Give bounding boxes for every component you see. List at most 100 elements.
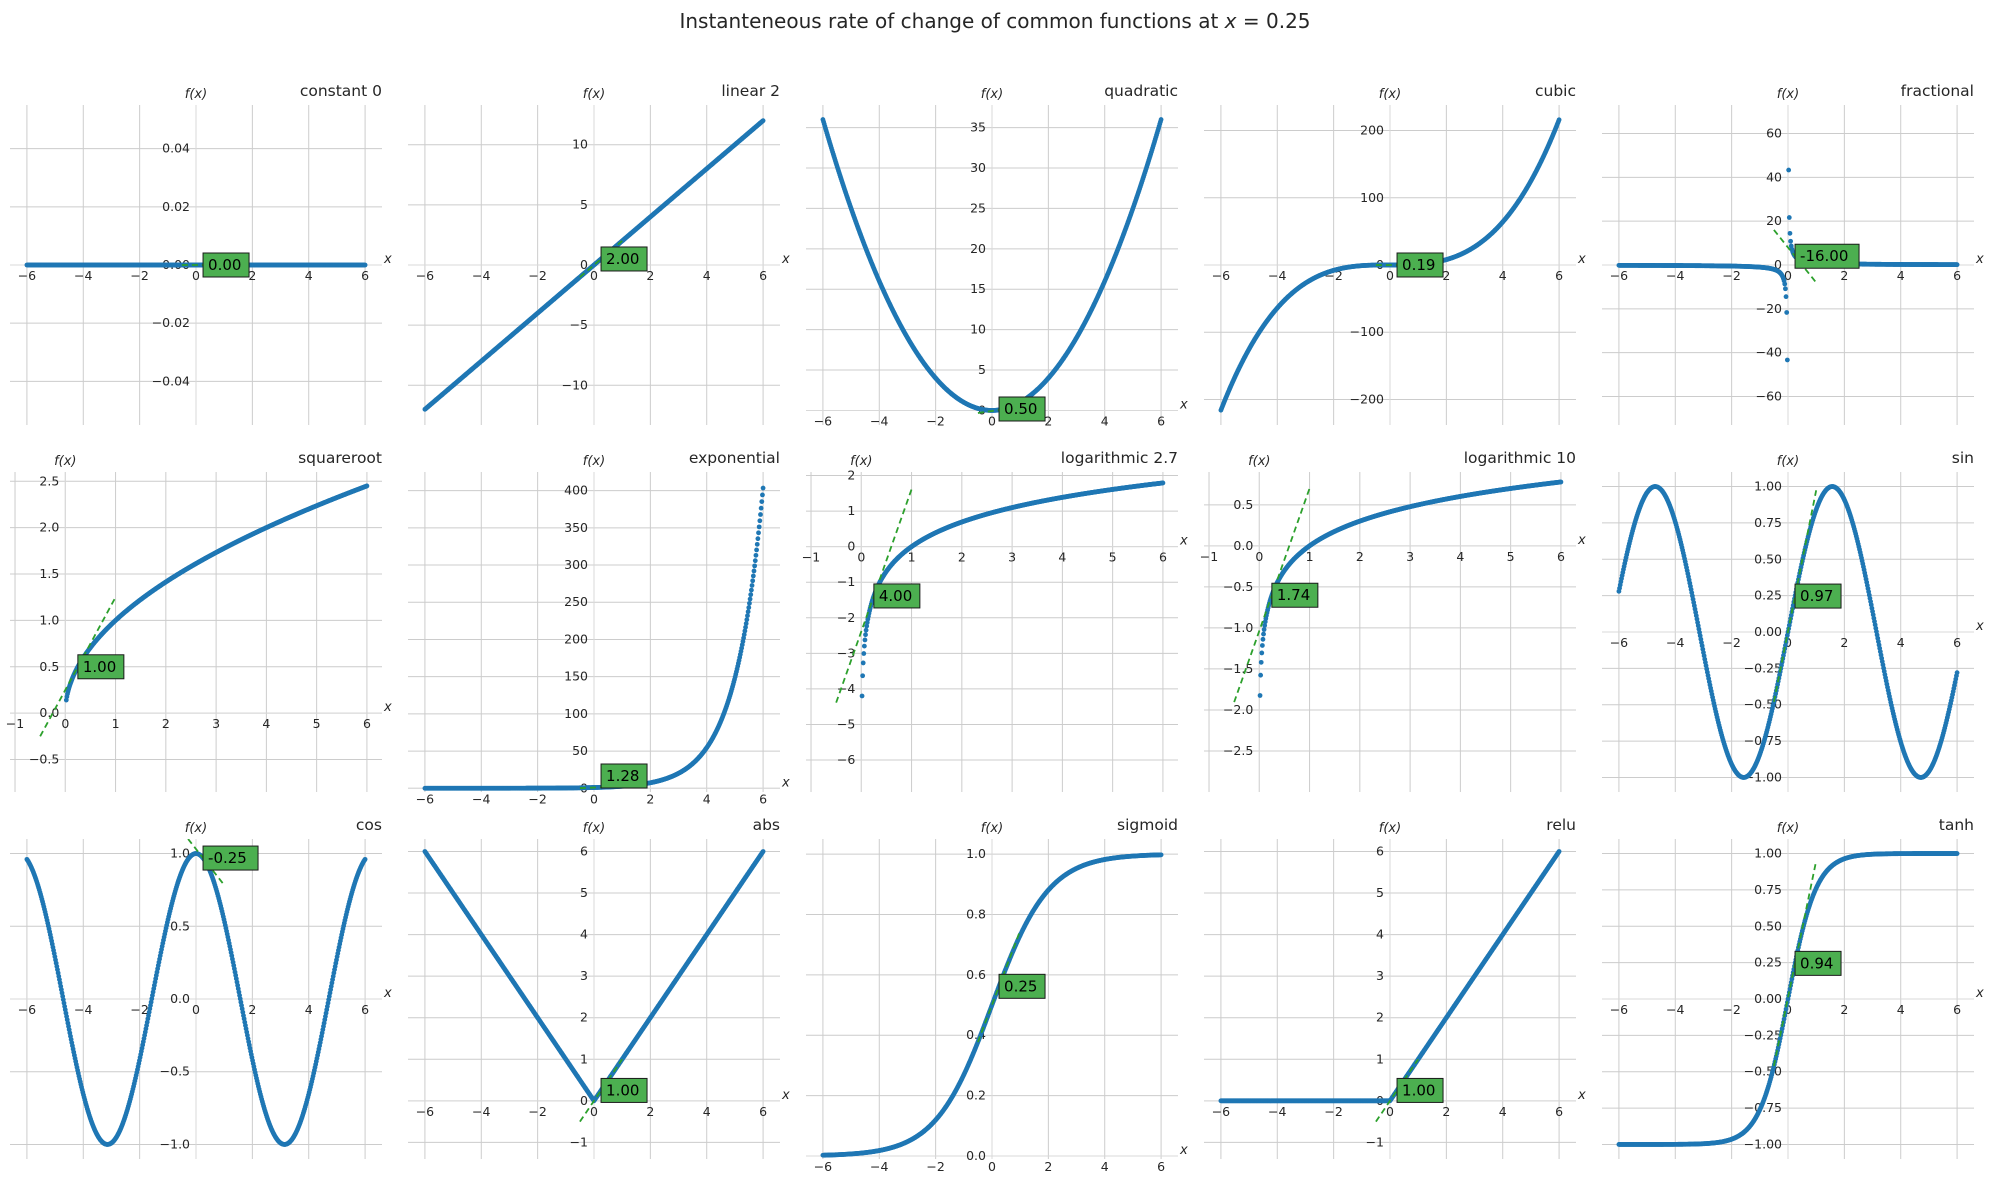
- panel-quadratic: −6−4−2024605101520253035xf(x)quadratic0.…: [806, 82, 1188, 428]
- data-point: [1160, 480, 1166, 486]
- x-tick-label: 2: [1356, 549, 1364, 564]
- x-axis-label: x: [1179, 534, 1188, 549]
- slope-label: 2.00: [606, 250, 639, 268]
- panel-title: constant 0: [300, 82, 382, 100]
- slope-label-box: [1396, 252, 1444, 278]
- data-point: [752, 558, 758, 564]
- data-point: [863, 632, 868, 638]
- slope-label: 0.19: [1402, 256, 1435, 274]
- data-point: [741, 632, 747, 637]
- slope-label: 1.28: [606, 767, 639, 785]
- tangent-line: [39, 596, 117, 737]
- x-tick-label: 0: [1784, 268, 1792, 283]
- series-points: [1257, 479, 1564, 698]
- slope-label: -16.00: [1800, 247, 1848, 265]
- data-point: [1259, 650, 1265, 656]
- data-point: [753, 552, 759, 558]
- x-tick-label: −6: [416, 268, 434, 283]
- x-axis-label: x: [781, 252, 790, 267]
- y-tick-label: 300: [564, 557, 588, 572]
- y-tick-label: −100: [1350, 324, 1384, 339]
- data-point: [759, 499, 765, 504]
- data-point: [750, 578, 756, 584]
- x-tick-label: −6: [814, 413, 832, 428]
- y-tick-label: −1.0: [1223, 620, 1253, 635]
- data-point: [752, 563, 758, 569]
- x-axis-label: x: [1577, 252, 1586, 267]
- y-axis-label: f(x): [583, 454, 605, 469]
- x-tick-label: 4: [703, 268, 711, 283]
- x-tick-label: 2: [958, 550, 966, 565]
- slope-label-box: [1794, 243, 1860, 269]
- x-tick-label: 5: [1109, 550, 1117, 565]
- y-axis-label: f(x): [1379, 87, 1401, 102]
- x-axis-label: x: [781, 775, 790, 790]
- x-tick-label: 5: [1507, 549, 1515, 564]
- x-tick-label: 2: [162, 716, 170, 731]
- y-axis-label: f(x): [850, 454, 872, 469]
- y-tick-label: 1.5: [39, 566, 59, 581]
- y-tick-label: −2.0: [1223, 702, 1253, 717]
- data-point: [743, 624, 748, 630]
- x-tick-label: −2: [528, 268, 546, 283]
- panel-exp: −6−4−20246050100150200250300350400xf(x)e…: [408, 449, 790, 806]
- series-points: [1218, 117, 1562, 413]
- slope-label-box: [873, 583, 921, 609]
- x-tick-label: 4: [1897, 268, 1905, 283]
- data-point: [758, 512, 763, 517]
- x-tick-label: −2: [130, 268, 148, 283]
- panel-title: logarithmic 10: [1464, 449, 1576, 467]
- x-tick-label: 0: [1386, 268, 1394, 283]
- x-tick-label: −1: [802, 550, 820, 565]
- y-tick-label: −10: [562, 377, 588, 392]
- data-point: [754, 547, 759, 553]
- x-tick-label: 4: [1058, 550, 1066, 565]
- data-point: [1260, 636, 1266, 642]
- y-tick-label: −1.5: [1223, 661, 1253, 676]
- panel-constant: −6−4−20246−0.04−0.020.000.020.04xf(x)con…: [10, 82, 392, 425]
- data-point: [760, 118, 766, 124]
- y-tick-label: 20: [1766, 213, 1782, 228]
- data-point: [1782, 281, 1788, 287]
- slope-label: 0.50: [1004, 400, 1037, 418]
- data-point: [1954, 262, 1960, 268]
- data-point: [755, 536, 761, 542]
- series-points: [422, 485, 766, 791]
- data-point: [860, 660, 866, 666]
- y-tick-label: −0.5: [1223, 579, 1253, 594]
- data-point: [364, 483, 370, 489]
- data-point: [859, 693, 865, 699]
- series-points: [859, 480, 1166, 699]
- panel-title: quadratic: [1104, 82, 1178, 100]
- x-tick-label: 0: [192, 268, 200, 283]
- x-axis-label: x: [1577, 533, 1586, 548]
- data-point: [756, 530, 761, 536]
- x-tick-label: 0: [61, 716, 69, 731]
- y-axis-label: f(x): [583, 87, 605, 102]
- panel-title: cubic: [1535, 82, 1576, 100]
- x-tick-label: 4: [703, 791, 711, 806]
- data-point: [750, 573, 756, 579]
- x-tick-label: 3: [1406, 549, 1414, 564]
- slope-label: 4.00: [879, 587, 912, 605]
- y-tick-label: 0: [580, 257, 588, 272]
- x-tick-label: 0: [590, 268, 598, 283]
- x-tick-label: −4: [1666, 268, 1684, 283]
- data-point: [748, 587, 754, 593]
- x-tick-label: −1: [6, 716, 24, 731]
- panel-title: linear 2: [721, 82, 780, 100]
- data-point: [743, 621, 749, 626]
- data-point: [362, 262, 368, 268]
- x-tick-label: −1: [1200, 549, 1218, 564]
- y-tick-label: 0.02: [162, 199, 190, 214]
- slope-label: 0.00: [208, 256, 241, 274]
- data-point: [742, 628, 748, 634]
- x-tick-label: −6: [416, 791, 434, 806]
- panel-log10: −1 0 1 2 3 4 5 6−2.5−2.0−1.5−1.0−0.50.00.5xf(x)…: [1200, 449, 1586, 792]
- data-point: [745, 609, 751, 615]
- y-tick-label: 40: [1766, 169, 1782, 184]
